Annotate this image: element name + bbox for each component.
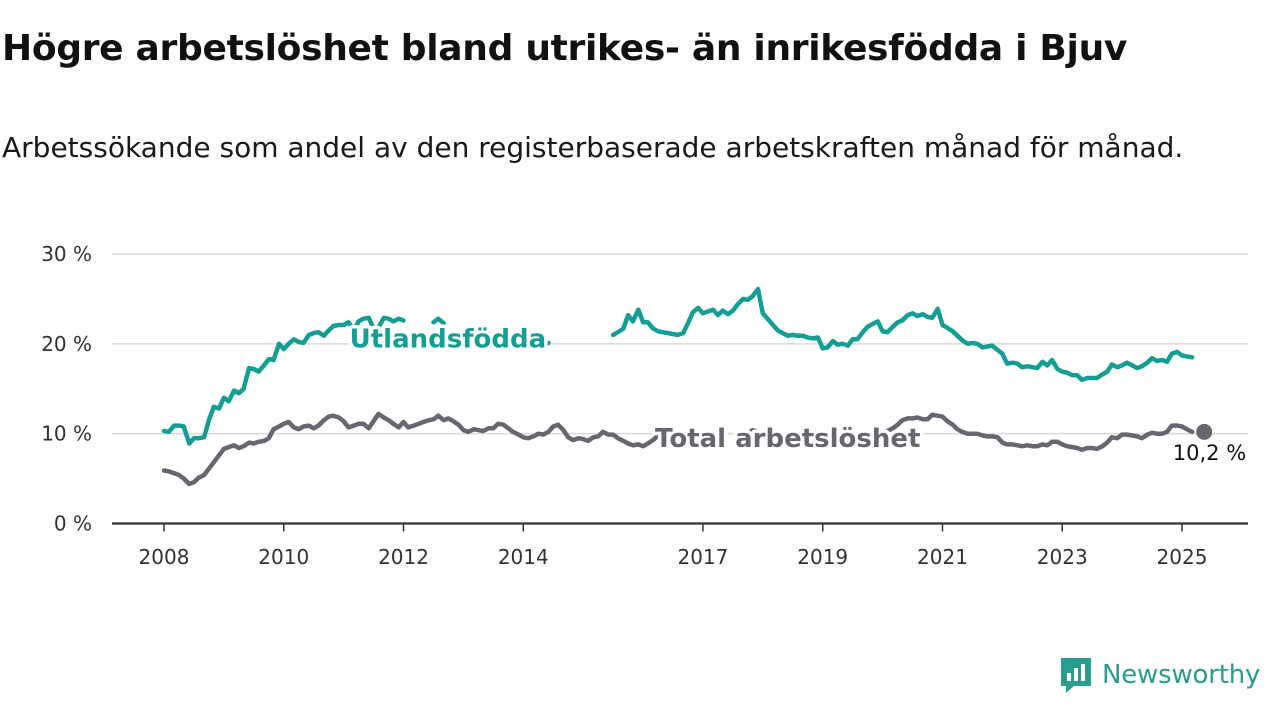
newsworthy-logo-icon (1061, 658, 1091, 693)
x-tick-label: 2012 (378, 545, 429, 569)
series-label: Utlandsfödda (350, 324, 547, 354)
x-tick-label: 2023 (1037, 545, 1088, 569)
series-line-utlandsfödda (161, 315, 406, 446)
series-line-utlandsfödda (610, 286, 1195, 383)
brand: Newsworthy (1058, 652, 1260, 698)
x-axis: 2008 2010 2012 2014 2017 2019 2021 2023 2025 (112, 522, 1248, 569)
x-tick-label: 2010 (258, 545, 309, 569)
chart-title: Högre arbetslöshet bland utrikes- än inr… (2, 28, 1128, 69)
y-tick-label: 30 % (41, 242, 92, 266)
y-tick-label: 0 % (54, 512, 92, 536)
series-line-total-arbetslöshet (745, 427, 766, 437)
x-tick-label: 2025 (1157, 545, 1208, 569)
series-line-utlandsfödda (536, 340, 551, 350)
gridlines (112, 253, 1248, 435)
x-tick-label: 2008 (139, 545, 190, 569)
x-tick-label: 2014 (498, 545, 549, 569)
chart-subtitle: Arbetssökande som andel av den registerb… (2, 131, 1184, 164)
end-value-label: 10,2 % (1173, 441, 1246, 465)
series-line-total-arbetslöshet (875, 412, 1195, 453)
y-tick-label: 10 % (41, 422, 92, 446)
series-line-utlandsfödda (431, 316, 446, 326)
series-label: Total arbetslöshet (655, 424, 920, 454)
end-point-marker (1196, 423, 1213, 440)
y-tick-label: 20 % (41, 332, 92, 356)
series-lines (161, 286, 1195, 487)
x-tick-label: 2017 (677, 545, 728, 569)
brand-name: Newsworthy (1102, 660, 1261, 690)
x-tick-label: 2021 (917, 545, 968, 569)
y-axis: 0 % 10 % 20 % 30 % (41, 242, 92, 536)
x-tick-label: 2019 (797, 545, 848, 569)
series-labels: Utlandsfödda Total arbetslöshet 10,2 % (346, 321, 1246, 465)
series-line-total-arbetslöshet (161, 411, 666, 487)
